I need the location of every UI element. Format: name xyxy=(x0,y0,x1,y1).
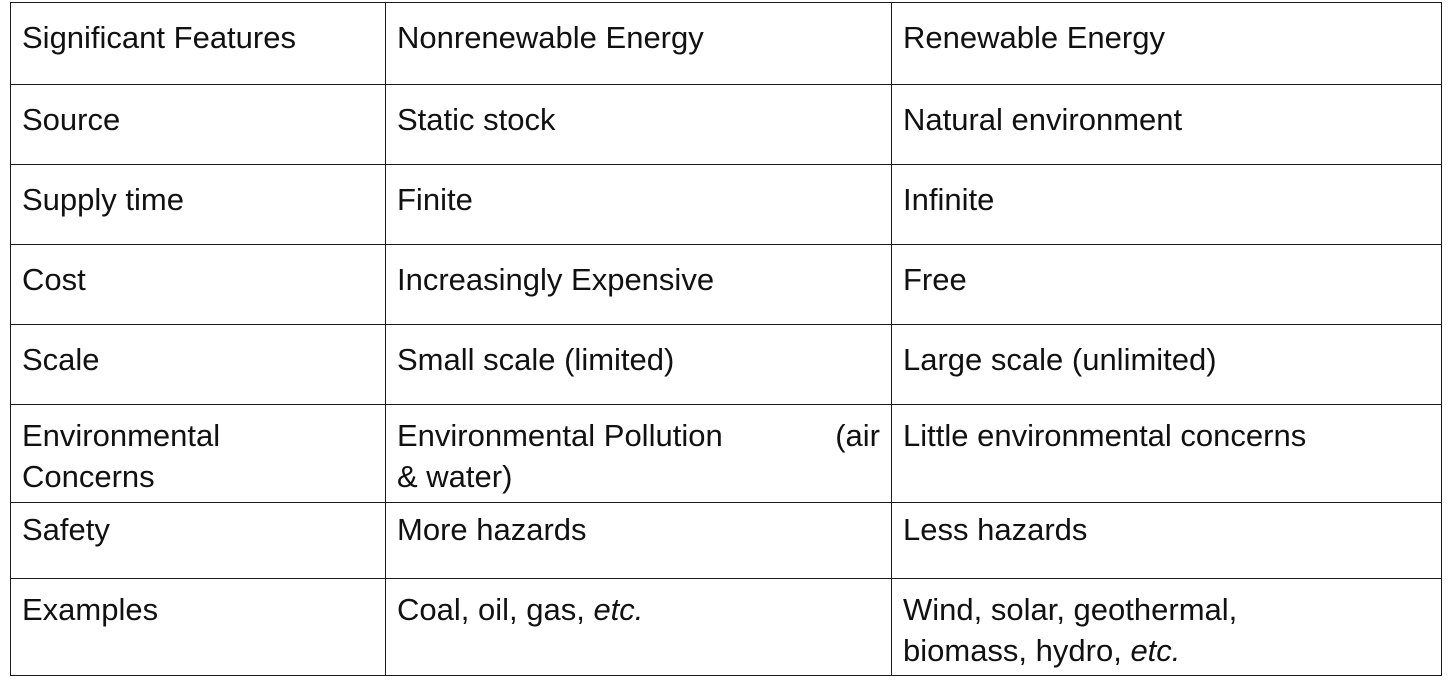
feature-cell: Examples xyxy=(10,578,386,676)
feature-line: Environmental xyxy=(22,418,221,453)
feature-cell: Cost xyxy=(10,244,386,325)
text-segment: Environmental Pollution xyxy=(397,418,723,453)
renewable-cell: Free xyxy=(891,244,1442,325)
nonrenewable-cell: Increasingly Expensive xyxy=(385,244,892,325)
table-row: Source Static stock Natural environment xyxy=(10,84,1442,165)
text-line: & water) xyxy=(397,459,513,494)
feature-cell: Environmental Concerns xyxy=(10,404,386,503)
header-renewable-energy: Renewable Energy xyxy=(891,2,1442,85)
feature-cell: Supply time xyxy=(10,164,386,245)
feature-cell: Safety xyxy=(10,502,386,579)
feature-cell: Source xyxy=(10,84,386,165)
energy-comparison-table: Significant Features Nonrenewable Energy… xyxy=(10,2,1442,676)
nonrenewable-cell: More hazards xyxy=(385,502,892,579)
justified-line: Environmental Pollution (air xyxy=(397,415,880,456)
renewable-cell: Infinite xyxy=(891,164,1442,245)
text-line: biomass, hydro, etc. xyxy=(903,630,1430,671)
nonrenewable-cell: Coal, oil, gas, etc. xyxy=(385,578,892,676)
text-segment: biomass, hydro, xyxy=(903,633,1131,668)
renewable-cell: Little environmental concerns xyxy=(891,404,1442,503)
renewable-cell: Wind, solar, geothermal, biomass, hydro,… xyxy=(891,578,1442,676)
table-row: Safety More hazards Less hazards xyxy=(10,502,1442,579)
nonrenewable-cell: Finite xyxy=(385,164,892,245)
renewable-cell: Large scale (unlimited) xyxy=(891,324,1442,405)
nonrenewable-cell: Static stock xyxy=(385,84,892,165)
text-segment: (air xyxy=(835,418,880,453)
table-row: Scale Small scale (limited) Large scale … xyxy=(10,324,1442,405)
text-segment: Coal, oil, gas, xyxy=(397,592,594,627)
text-line: Wind, solar, geothermal, xyxy=(903,592,1238,627)
renewable-cell: Natural environment xyxy=(891,84,1442,165)
feature-line: Concerns xyxy=(22,459,155,494)
header-row: Significant Features Nonrenewable Energy… xyxy=(10,2,1442,85)
header-nonrenewable-energy: Nonrenewable Energy xyxy=(385,2,892,85)
header-significant-features: Significant Features xyxy=(10,2,386,85)
renewable-cell: Less hazards xyxy=(891,502,1442,579)
table-row: Cost Increasingly Expensive Free xyxy=(10,244,1442,325)
nonrenewable-cell: Small scale (limited) xyxy=(385,324,892,405)
etc-italic: etc. xyxy=(1130,633,1181,668)
table-row: Examples Coal, oil, gas, etc. Wind, sola… xyxy=(10,578,1442,676)
feature-cell: Scale xyxy=(10,324,386,405)
table-row: Supply time Finite Infinite xyxy=(10,164,1442,245)
etc-italic: etc. xyxy=(593,592,644,627)
table-row: Environmental Concerns Environmental Pol… xyxy=(10,404,1442,503)
nonrenewable-cell: Environmental Pollution (air & water) xyxy=(385,404,892,503)
